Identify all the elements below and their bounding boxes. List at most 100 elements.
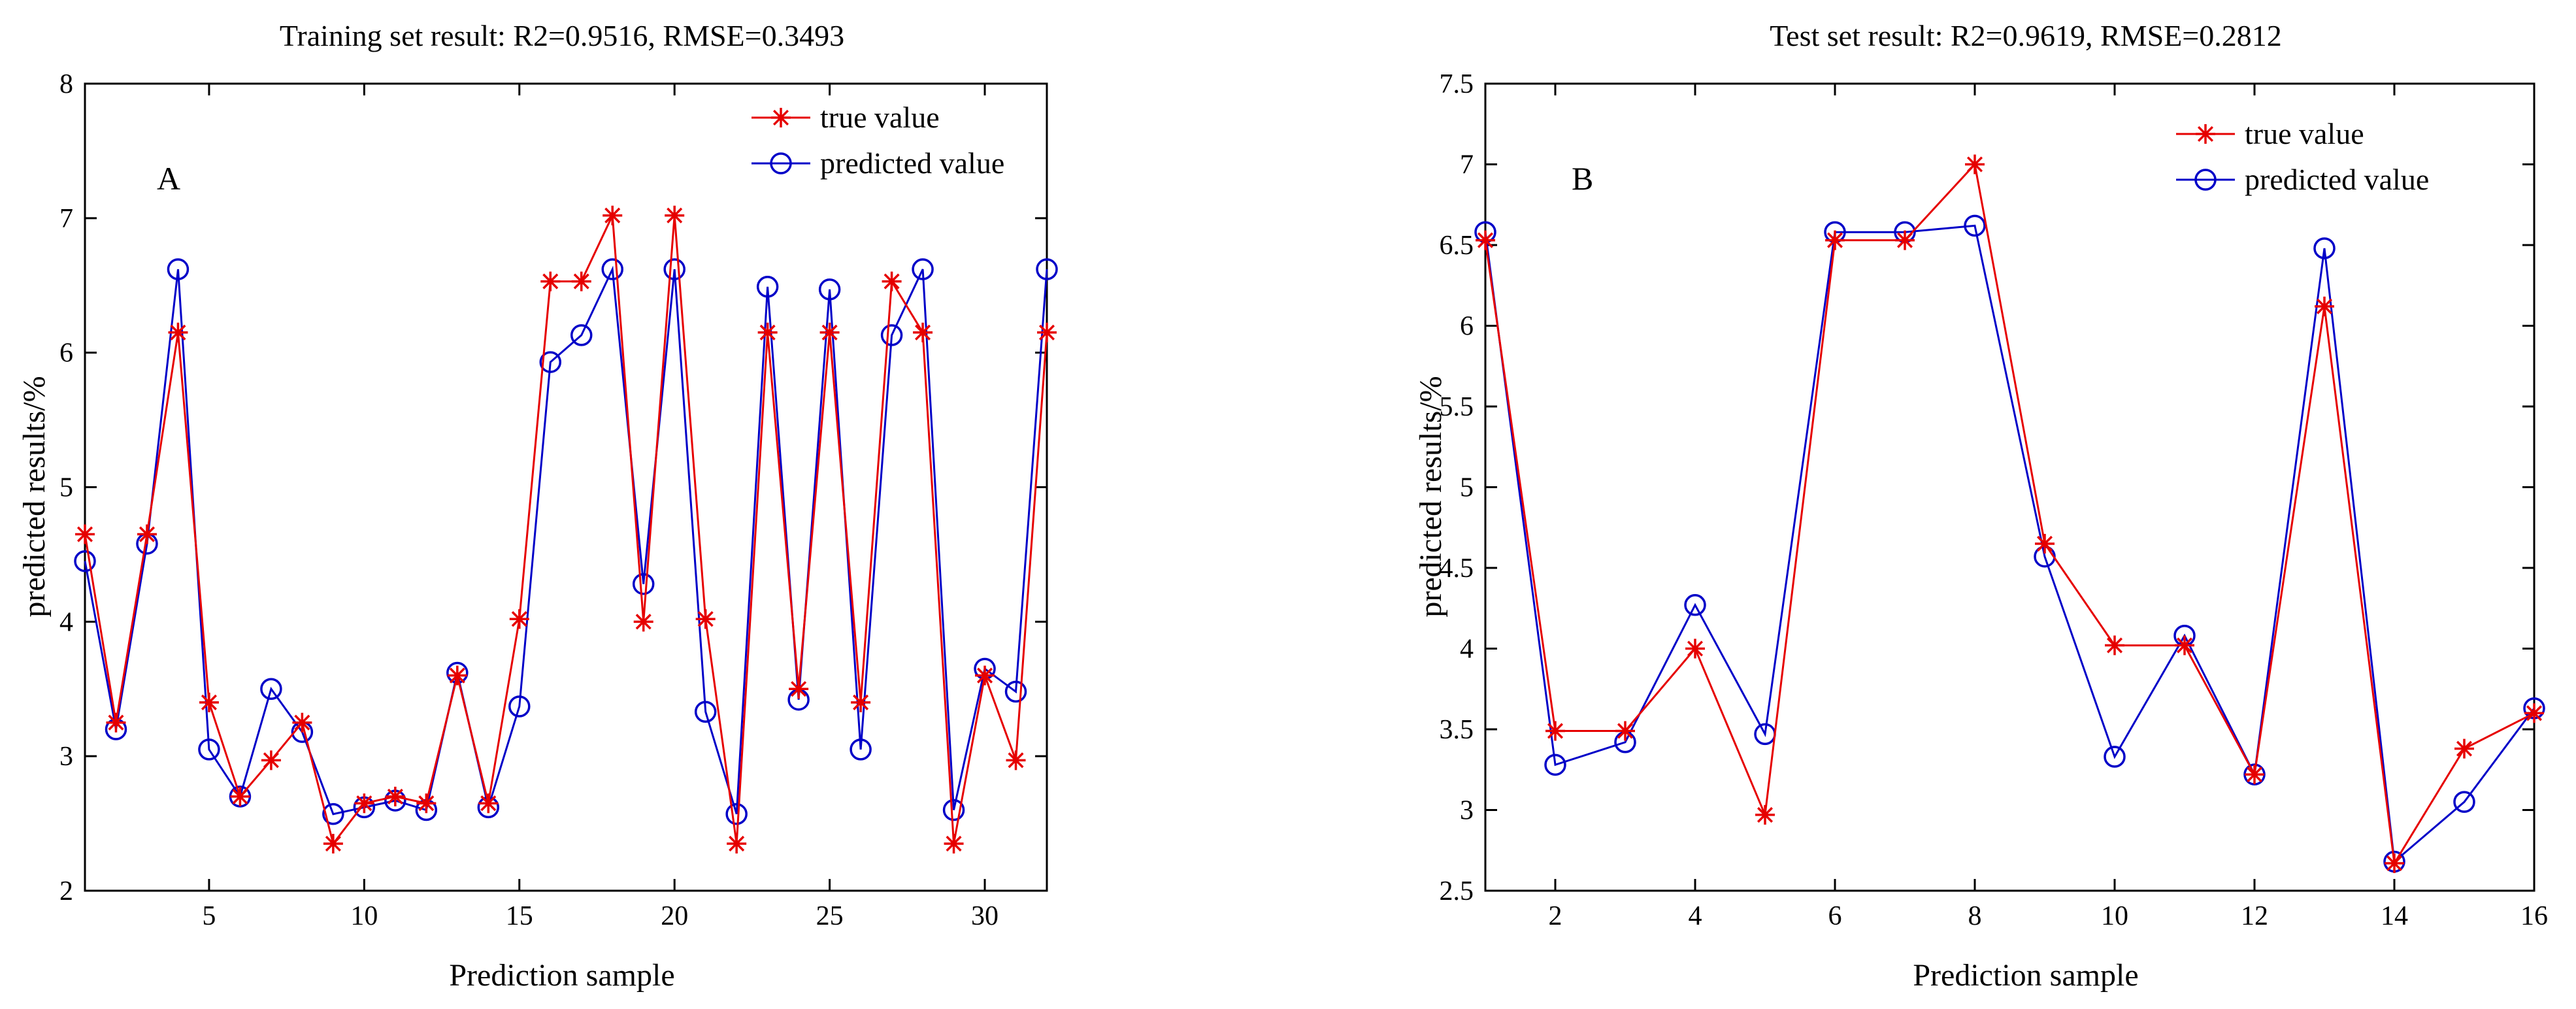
panel-b-predicted-value-point [2453, 791, 2475, 813]
panel-a-x-tick-label: 20 [661, 901, 688, 931]
panel-a-true-value-point [261, 750, 281, 770]
panel-b: Test set result: R2=0.9619, RMSE=0.2812 … [1413, 19, 2548, 993]
panel-b-true-value-point [1685, 638, 1705, 659]
panel-a-true-value-point [695, 609, 716, 629]
panel-b-x-tick-label: 6 [1828, 901, 1842, 931]
panel-b-predicted-value-point [1684, 594, 1706, 616]
panel-b-predicted-value-line [1484, 224, 2535, 864]
panel-b-y-tick-label: 2.5 [1440, 876, 1474, 906]
panel-b-y-tick-label: 6 [1460, 312, 1474, 342]
panel-a-y-tick-label: 8 [59, 69, 73, 99]
panel-a-true-value-point [882, 271, 902, 291]
panel-a-predicted-value-point [818, 278, 841, 301]
panel-a-legend-star-icon [771, 108, 791, 127]
panel-a-y-axis-title: predicted results/% [17, 376, 52, 617]
panel-b-y-tick-label: 4 [1460, 635, 1474, 665]
panel-b-true-value-point [1895, 230, 1915, 250]
panel-b-y-tick-label: 7.5 [1440, 69, 1474, 99]
panel-b-true-value-line [1484, 162, 2535, 867]
panel-b-legend-label: predicted value [2245, 163, 2429, 196]
panel-b-true-value-point [2245, 765, 2264, 785]
panel-b-true-value-point [1825, 230, 1845, 250]
panel-a-true-value-point [447, 665, 467, 686]
panel-b-true-value-point [1615, 721, 1635, 741]
panel-a-true-value-point [199, 692, 219, 712]
panel-b-true-value-point [2454, 738, 2474, 759]
panel-b-y-tick-label: 3.5 [1440, 715, 1474, 745]
panel-a-predicted-value-point [725, 802, 748, 825]
panel-a-predicted-value-point [850, 738, 872, 761]
panel-b-true-value-point [2524, 703, 2544, 723]
panel-a-x-axis-title: Prediction sample [449, 958, 674, 993]
panel-a-true-value-point [540, 271, 561, 291]
panel-a-y-tick-label: 5 [59, 473, 73, 503]
panel-a-x-tick-label: 15 [506, 901, 533, 931]
panel-b-predicted-value-point [1544, 753, 1566, 776]
panel-a-true-value-point [913, 322, 933, 342]
panel-b-y-tick-label: 7 [1460, 150, 1474, 180]
panel-b-true-value-point [2315, 296, 2334, 316]
panel-a-true-value-point [292, 712, 312, 733]
panel-a-legend-label: predicted value [820, 146, 1004, 180]
panel-a-true-value-point [571, 271, 591, 291]
panel-a-predicted-value-point [1004, 680, 1027, 703]
panel-b-y-tick-label: 6.5 [1440, 231, 1474, 261]
panel-a-letter: A [157, 160, 180, 197]
panel-a-predicted-value-point [694, 701, 717, 723]
panel-b-legend-star-icon [2196, 124, 2215, 144]
panel-a-predicted-value-point [198, 738, 220, 761]
panel-a-true-value-point [665, 205, 685, 225]
panel-b-true-value-point [2385, 853, 2404, 874]
panel-a-predicted-value-point [260, 678, 282, 700]
panel-a-true-value-point [416, 793, 437, 814]
panel-b-x-tick-label: 12 [2241, 901, 2268, 931]
panel-a-true-value-point [633, 612, 653, 632]
panel-a-true-value-point [323, 833, 343, 853]
panel-b-true-value-point [2105, 635, 2124, 655]
panel-b-predicted-value-point [2104, 746, 2126, 768]
panel-b-title: Test set result: R2=0.9619, RMSE=0.2812 [1770, 19, 2281, 52]
panel-a-title: Training set result: R2=0.9516, RMSE=0.3… [280, 19, 844, 52]
panel-b-predicted-value-point [2313, 237, 2336, 259]
panel-a-true-value-point [478, 793, 499, 814]
panel-b-y-tick-label: 4.5 [1440, 554, 1474, 584]
panel-a-y-tick-label: 6 [59, 339, 73, 369]
panel-a-true-value-point [509, 609, 529, 629]
panel-b-true-value-point [1545, 721, 1565, 741]
panel-b-true-value-point [1965, 154, 1985, 174]
panel-a-predicted-value-point [912, 258, 934, 280]
panel-a-predicted-value-point [632, 572, 655, 595]
panel-a-predicted-value-point [74, 550, 96, 572]
panel-a-x-tick-label: 10 [350, 901, 378, 931]
panel-a-plot: 5 10 15 20 25 30 2 3 4 5 6 7 8 true value predicted va… [59, 69, 1058, 931]
panel-a-legend-label: true value [820, 101, 940, 134]
panel-a-y-tick-label: 3 [59, 742, 73, 772]
panel-b-y-tick-label: 5.5 [1440, 392, 1474, 422]
panel-a-predicted-value-point [756, 276, 779, 298]
panel-b-x-tick-label: 10 [2101, 901, 2128, 931]
panel-a: Training set result: R2=0.9516, RMSE=0.3… [17, 19, 1058, 993]
panel-a-y-tick-label: 7 [59, 204, 73, 234]
panel-b-true-value-point [2035, 533, 2055, 554]
panel-b-predicted-value-point [1964, 214, 1986, 237]
panel-a-x-tick-label: 5 [202, 901, 216, 931]
panel-a-true-value-point [168, 322, 188, 342]
panel-b-x-tick-label: 8 [1968, 901, 1982, 931]
panel-a-legend-circle-icon [770, 152, 792, 174]
panel-a-true-value-point [757, 322, 778, 342]
panel-b-y-tick-label: 3 [1460, 796, 1474, 826]
panel-a-true-value-point [851, 692, 871, 712]
panel-a-true-value-point [1006, 750, 1026, 770]
panel-b-letter: B [1572, 160, 1593, 197]
panel-a-true-value-point [789, 679, 809, 699]
panel-a-predicted-value-point [601, 258, 623, 280]
panel-a-true-value-point [354, 793, 374, 814]
panel-a-true-value-point [230, 786, 250, 806]
panel-a-true-value-point [106, 712, 126, 733]
panel-b-plot: 2 4 6 8 10 12 14 16 2.5 3 3.5 4 4.5 5 5.5 6 6.5 7 7.5 true … [1440, 69, 2549, 931]
panel-a-true-value-point [819, 322, 840, 342]
panel-a-true-value-point [603, 205, 623, 225]
panel-a-predicted-value-point [322, 802, 344, 825]
